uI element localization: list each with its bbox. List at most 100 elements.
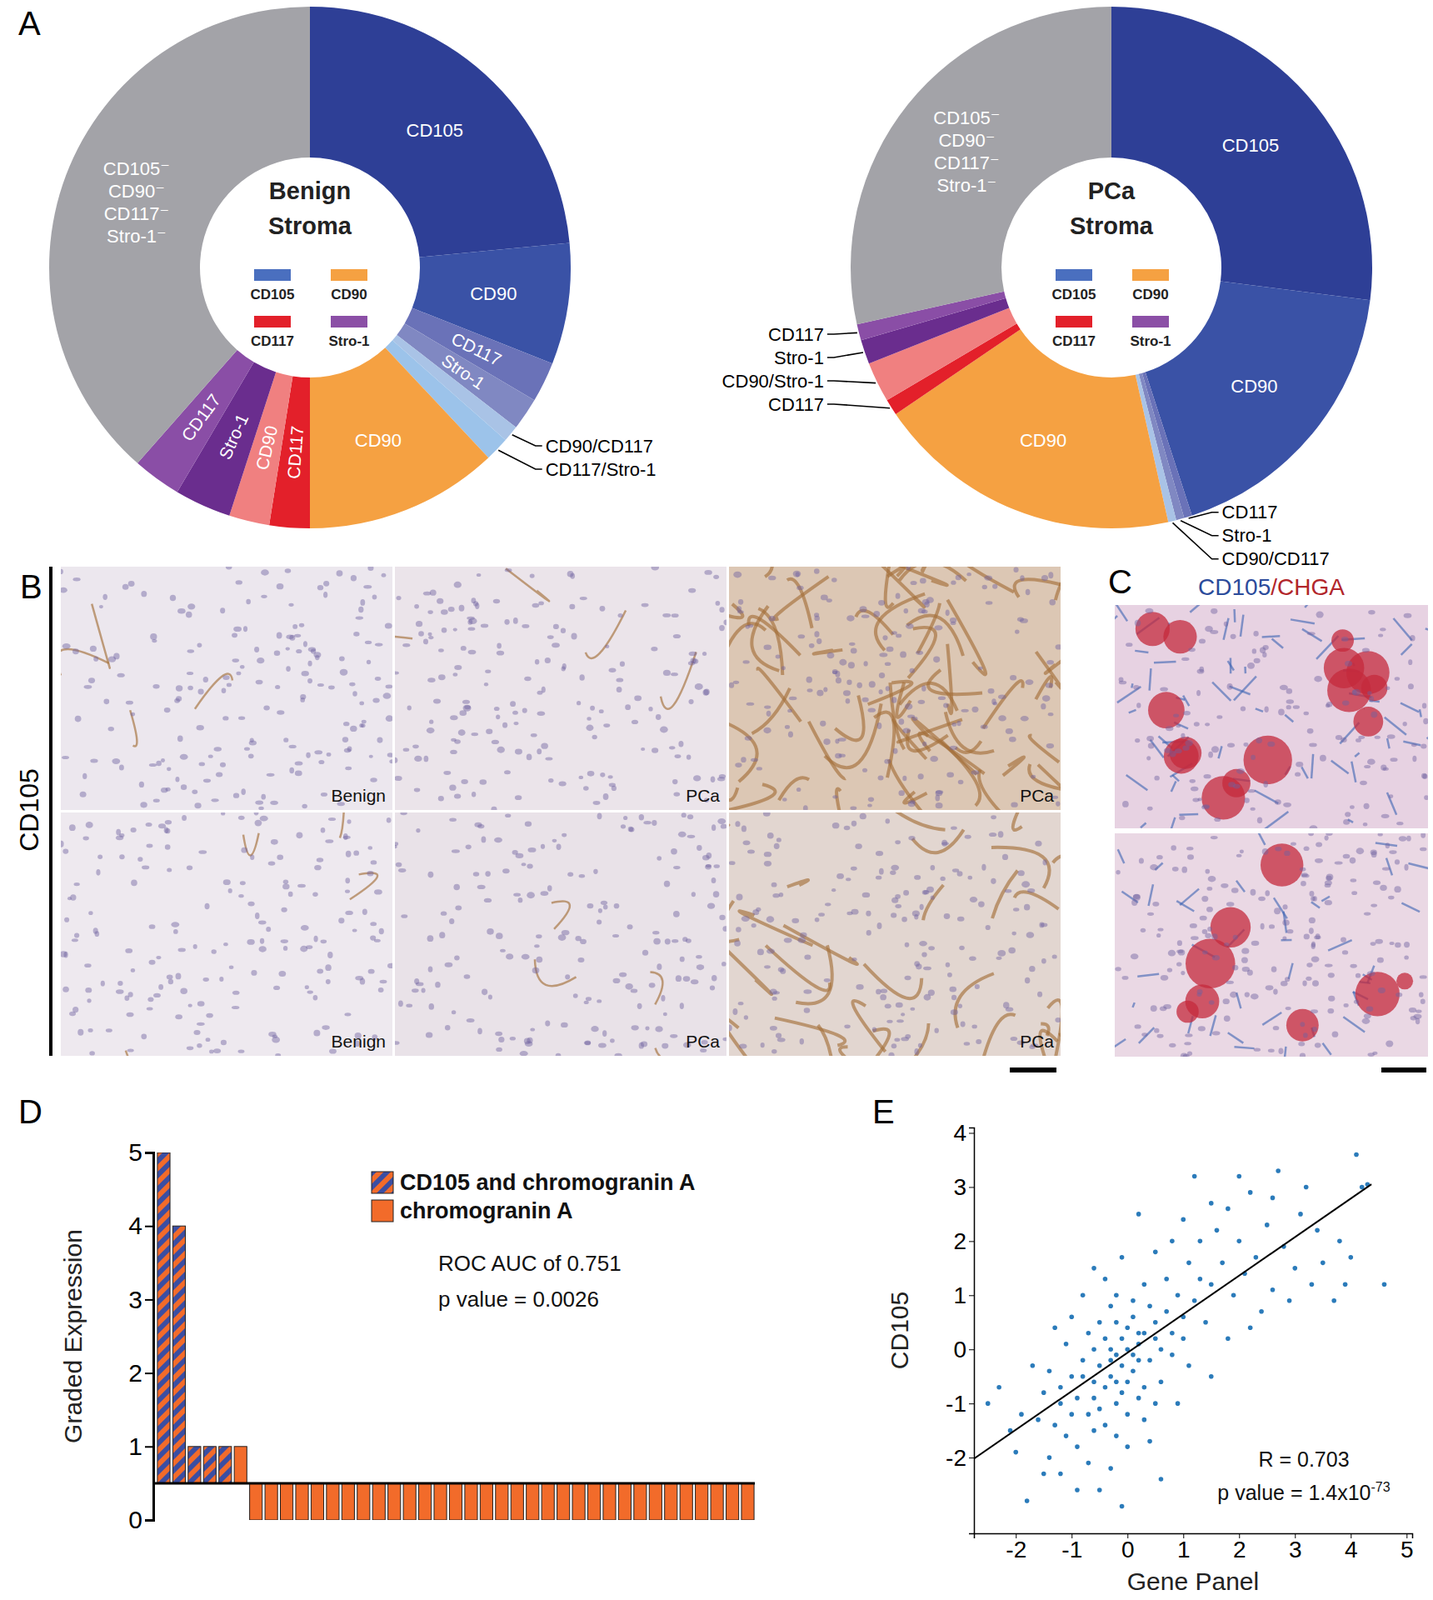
stain-strand [1302,629,1323,641]
slice-label: CD90 [1230,375,1278,397]
nucleus [233,792,240,798]
nucleus [878,689,884,695]
nucleus [1378,987,1386,994]
nucleus [532,967,540,974]
nucleus [721,961,727,967]
nucleus [128,580,135,587]
point [1041,1471,1047,1477]
nucleus [222,674,230,680]
nucleus [1025,589,1031,596]
stain-strand [1036,651,1061,689]
nucleus [270,838,279,845]
nucleus [1268,923,1275,929]
nucleus [878,672,885,679]
nucleus [890,864,899,871]
nucleus [240,788,245,795]
micrograph [1114,833,1429,1057]
nucleus [494,706,500,711]
nucleus [119,853,125,859]
nucleus [707,902,715,909]
point [1074,1487,1080,1493]
nucleus [551,642,560,648]
point [1163,1276,1169,1282]
nucleus [650,646,658,652]
nucleus [1157,928,1164,932]
nucleus [383,692,392,700]
nucleus [441,627,448,633]
nucleus [313,994,319,1001]
nucleus [301,670,310,677]
nucleus [366,659,371,665]
nucleus [1210,835,1219,839]
nucleus [598,908,603,914]
point [1382,1282,1388,1288]
nucleus [488,994,493,1000]
nucleus [890,912,897,918]
nucleus [1298,1041,1305,1047]
nucleus [910,580,918,585]
legend-label: Stro-1 [1129,333,1171,350]
nucleus [536,748,542,754]
nucleus [843,825,851,831]
nucleus [259,815,269,822]
tick: 2 [128,1358,154,1387]
nucleus [919,578,927,585]
nucleus [900,1012,905,1016]
legend-label: CD90 [1132,286,1169,303]
nucleus [1303,933,1310,940]
point [1198,1238,1204,1244]
nucleus [702,854,710,861]
nucleus [243,625,248,632]
nucleus [1134,1023,1142,1029]
nucleus [175,972,182,979]
nucleus [1406,835,1412,842]
nucleus [1207,886,1214,891]
nucleus [72,577,80,581]
nucleus [553,624,560,630]
bar [541,1482,555,1520]
micrograph-bg [728,812,1061,1056]
nucleus [1250,993,1259,999]
bar [295,1482,309,1520]
nucleus [428,635,434,640]
bar [526,1482,540,1520]
nucleus [769,988,778,995]
nucleus [140,590,147,597]
nucleus [1377,957,1384,964]
nucleus [521,624,530,629]
nucleus [788,696,798,700]
slice-label-line: CD105 [1222,134,1279,156]
nucleus [368,968,375,974]
nucleus [968,875,973,880]
nucleus [779,968,786,974]
nucleus [399,812,407,815]
nucleus [283,737,289,743]
nucleus [718,606,724,613]
nucleus [177,608,186,615]
stain-blob [1260,843,1304,886]
stain-strand [1228,1032,1244,1043]
nucleus [186,864,193,870]
nucleus [394,841,399,846]
nucleus [609,668,617,673]
nucleus [465,844,472,850]
annotation: ROC AUC of 0.751 [438,1250,622,1276]
nucleus [1133,893,1141,901]
nucleus [1227,683,1234,690]
nucleus [628,826,634,832]
nucleus [1349,857,1357,864]
nucleus [688,588,696,594]
nucleus [381,573,387,578]
nucleus [164,819,172,824]
nucleus [303,640,308,647]
nucleus [878,652,888,657]
nucleus [1316,611,1324,619]
point [1119,1335,1125,1341]
nucleus [955,574,962,580]
slice-label-line: CD90 [1019,429,1067,451]
nucleus [299,945,308,953]
nucleus [873,610,880,617]
nucleus [464,973,471,979]
stain-strand [836,788,850,810]
nucleus [235,671,241,676]
